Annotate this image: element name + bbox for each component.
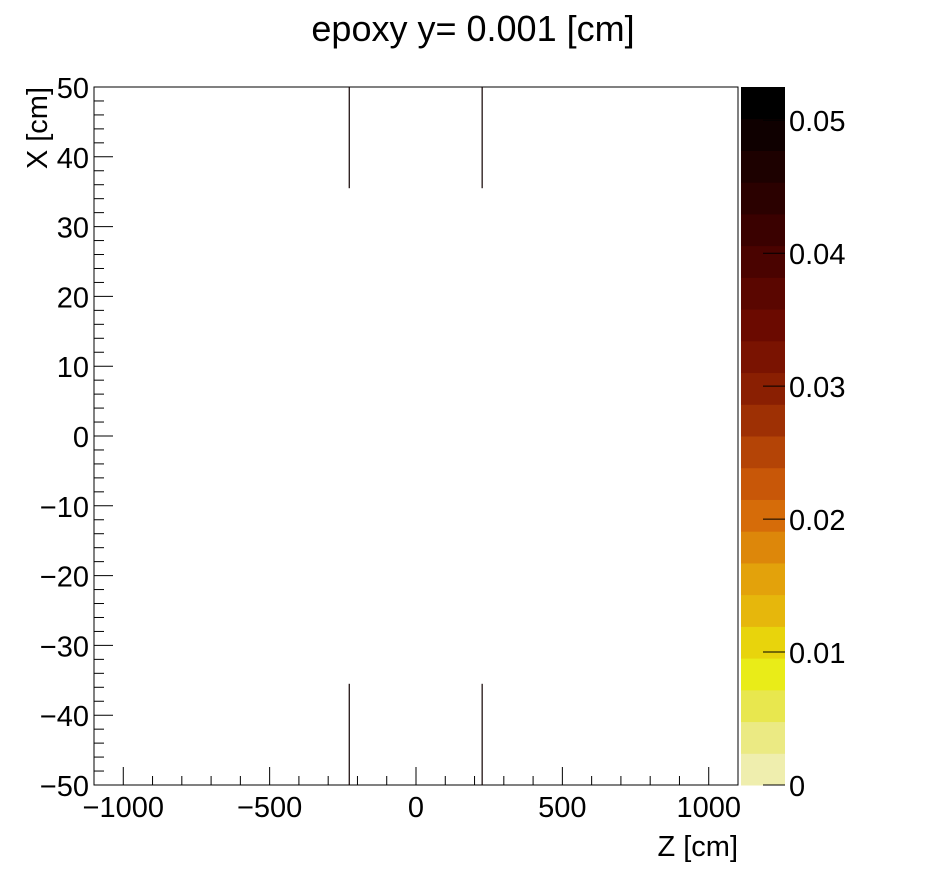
y-tick-label: −30 (40, 631, 89, 663)
y-tick-label: 10 (57, 352, 89, 384)
x-axis-label: Z [cm] (657, 831, 738, 863)
colorbar-bin (741, 404, 785, 437)
color-scale-axis: 0 0.01 0.02 0.03 0.04 0.05 (763, 106, 845, 803)
x-tick-label: −1000 (83, 792, 164, 824)
y-tick-label: 20 (57, 282, 89, 314)
colorbar-bin (741, 721, 785, 754)
plot-frame (93, 86, 739, 786)
data-marks (348, 87, 483, 785)
y-tick-label: 0 (73, 422, 89, 454)
z-tick-label: 0.05 (789, 106, 845, 138)
z-tick-label: 0.01 (789, 638, 845, 670)
colorbar-bin (741, 467, 785, 500)
y-tick-label: −20 (40, 562, 89, 594)
z-tick-label: 0.04 (789, 239, 845, 271)
colorbar-bin (741, 182, 785, 215)
colorbar-bin (741, 150, 785, 183)
colorbar-bin (741, 372, 785, 405)
colorbar-bin (741, 245, 785, 278)
colorbar-bin (741, 658, 785, 691)
z-tick-label: 0 (789, 771, 805, 803)
colorbar-bin (741, 594, 785, 627)
colorbar-bin (741, 309, 785, 342)
x-tick-label: −500 (237, 792, 302, 824)
colorbar-bin (741, 689, 785, 723)
y-tick-label: −10 (40, 492, 89, 524)
y-tick-label: 30 (57, 213, 89, 245)
z-tick-label: 0.02 (789, 505, 845, 537)
x-tick-label: 0 (408, 792, 424, 824)
y-tick-label: −40 (40, 701, 89, 733)
y-tick-label: 40 (57, 143, 89, 175)
colorbar-bin (741, 562, 785, 596)
y-axis-label: X [cm] (22, 87, 54, 169)
x-axis: −1000 −500 0 500 1000 (83, 767, 741, 824)
colorbar-bin (741, 118, 785, 151)
z-tick-label: 0.03 (789, 372, 845, 404)
colorbar-bin (741, 340, 785, 374)
colorbar-bin (741, 531, 785, 564)
chart-title: epoxy y= 0.001 [cm] (311, 8, 634, 49)
x-tick-label: 500 (538, 792, 586, 824)
colorbar-bin (741, 87, 785, 120)
color-scale-bar (741, 87, 785, 786)
colorbar-bin (741, 436, 785, 469)
x-tick-label: 1000 (676, 792, 741, 824)
y-tick-label: 50 (57, 73, 89, 105)
y-axis: 50 40 30 20 10 0 −10 −20 −30 −40 −50 (40, 73, 113, 803)
colorbar-bin (741, 213, 785, 247)
y-tick-label: −50 (40, 771, 89, 803)
colorbar-bin (741, 277, 785, 310)
colorbar-bin (741, 753, 785, 786)
colorbar-bin (741, 499, 785, 532)
colorbar-bin (741, 626, 785, 659)
